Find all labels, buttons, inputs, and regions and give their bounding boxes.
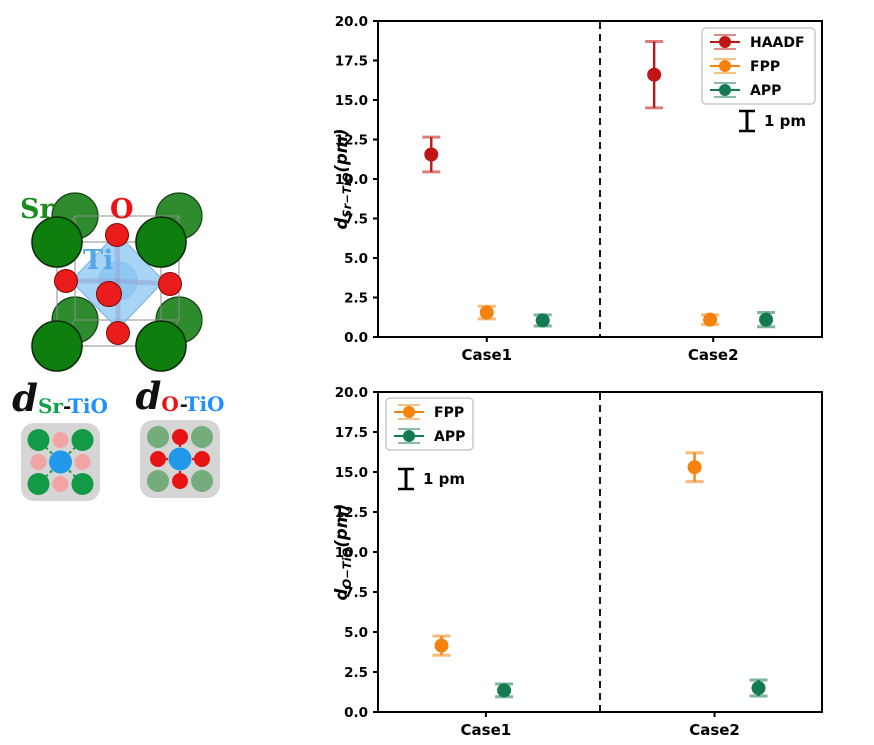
legend-marker-icon [403,430,415,442]
data-point-fpp-case1 [479,305,494,320]
legend-label: APP [750,83,781,99]
legend-marker-icon [719,60,731,72]
o-label: O [110,194,134,225]
do-tio-label: dO-TiO [136,374,225,418]
data-point-haadf-case2 [647,67,662,82]
y-tick-label: 12.5 [335,133,368,149]
y-tick-label: 7.5 [344,585,368,601]
schematic-dsr-tio: dSr-TiO [12,376,108,501]
y-axis-label: dSr−TiO(pm) [332,128,354,229]
schematic-atoms [27,429,94,495]
plot-frame [377,391,823,713]
chart-0: 0.0 2.5 5.0 7.5 10.0 12.5 15.0 17.5 20.0 Case1 Cas… [332,14,823,364]
legend-marker-icon [403,406,415,418]
legend-label: FPP [434,405,464,421]
y-tick-label: 2.5 [344,291,368,307]
schematic-do-tio: dO-TiO [136,374,225,498]
dsr-tio-label: dSr-TiO [12,376,108,420]
x-tick-label: Case1 [461,346,512,364]
legend-label: APP [434,429,465,445]
sr-atom-front [135,320,187,372]
data-point-fpp-case2 [687,460,702,475]
y-tick-label: 17.5 [335,54,368,70]
crystal-and-schematics: Sr O Ti dSr-TiO [12,192,225,501]
y-tick-label: 5.0 [344,625,368,641]
y-tick-label: 15.0 [335,465,368,481]
y-tick-label: 17.5 [335,425,368,441]
y-tick-label: 20.0 [335,14,368,30]
x-tick-label: Case2 [689,721,740,739]
schematic-atoms [147,426,213,492]
ti-label: Ti [83,245,113,276]
y-tick-label: 5.0 [344,251,368,267]
y-axis-label: dO−TiO(pm) [332,504,354,601]
y-tick-label: 15.0 [335,93,368,109]
sr-atom-front [31,216,83,268]
chart-1: 0.0 2.5 5.0 7.5 10.0 12.5 15.0 17.5 20.0 Case1 Cas… [332,385,823,739]
y-tick-label: 12.5 [335,505,368,521]
y-tick-label: 20.0 [335,385,368,401]
y-tick-label: 10.0 [335,545,368,561]
sr-atom-front [135,216,187,268]
y-tick-label: 7.5 [344,212,368,228]
data-point-app-case2 [759,312,774,327]
plot-frame [377,20,823,338]
legend-label: HAADF [750,35,805,51]
sr-atom-front [31,320,83,372]
y-tick-label: 0.0 [344,330,368,346]
scalebar-label: 1 pm [764,112,806,130]
legend-marker-icon [719,36,731,48]
data-point-app-case2 [751,681,766,695]
x-tick-label: Case2 [688,346,739,364]
crystal-structure: Sr O Ti [20,192,203,372]
data-point-haadf-case1 [424,147,439,162]
scalebar-label: 1 pm [423,470,465,488]
data-point-fpp-case1 [434,638,449,653]
data-point-app-case1 [535,313,550,328]
y-tick-label: 0.0 [344,705,368,721]
x-tick-label: Case1 [461,721,512,739]
legend-box [701,27,816,105]
sr-label: Sr [20,194,54,225]
y-tick-label: 2.5 [344,665,368,681]
legend-label: FPP [750,59,780,75]
y-tick-label: 10.0 [335,172,368,188]
data-point-app-case1 [497,683,512,698]
o-atoms [54,223,182,345]
data-point-fpp-case2 [703,312,718,327]
legend-marker-icon [719,84,731,96]
